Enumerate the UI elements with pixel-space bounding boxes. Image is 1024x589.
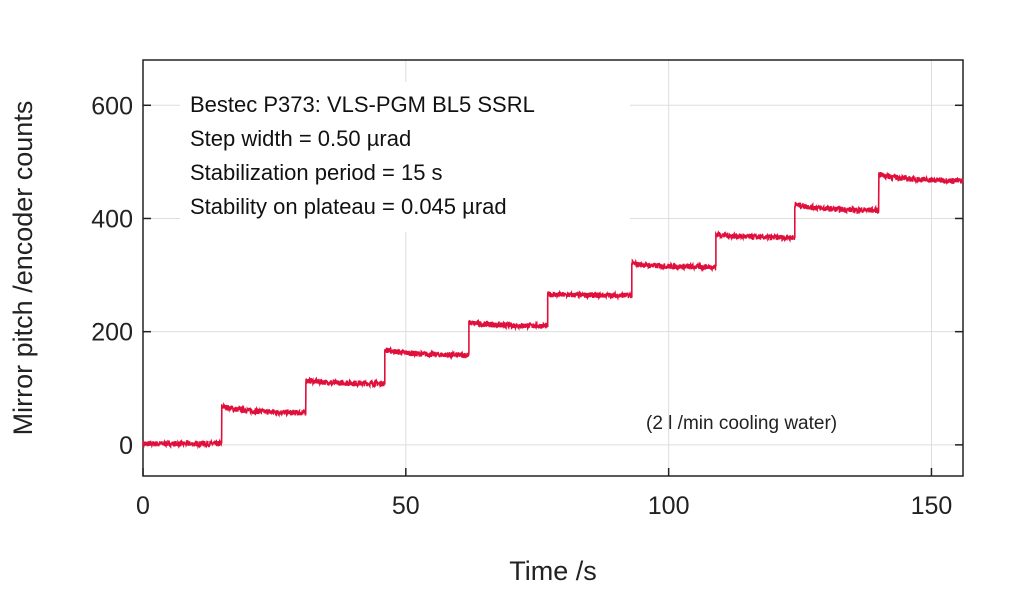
x-axis-label: Time /s bbox=[509, 556, 597, 586]
annotation-line-1: Bestec P373: VLS-PGM BL5 SSRL bbox=[190, 92, 535, 117]
ticks: 0 50 100 150 0 200 400 600 bbox=[91, 92, 963, 520]
x-tick-label: 100 bbox=[648, 492, 690, 520]
y-tick-label: 600 bbox=[91, 92, 133, 120]
y-tick-label: 400 bbox=[91, 205, 133, 233]
y-axis-label: Mirror pitch /encoder counts bbox=[8, 101, 38, 436]
plot-frame bbox=[142, 59, 964, 477]
y-tick-label: 200 bbox=[91, 319, 133, 347]
annotation-line-3: Stabilization period = 15 s bbox=[190, 160, 443, 185]
annotation-line-4: Stability on plateau = 0.045 µrad bbox=[190, 194, 507, 219]
series-line-mirror-pitch bbox=[142, 171, 964, 450]
x-tick-label: 0 bbox=[136, 492, 150, 520]
annotation-box bbox=[180, 82, 630, 232]
y-tick-label: 0 bbox=[119, 432, 133, 460]
x-tick-label: 150 bbox=[911, 492, 953, 520]
annotation-line-2: Step width = 0.50 µrad bbox=[190, 126, 411, 151]
x-tick-label: 50 bbox=[392, 492, 420, 520]
cooling-note: (2 l /min cooling water) bbox=[646, 413, 837, 434]
